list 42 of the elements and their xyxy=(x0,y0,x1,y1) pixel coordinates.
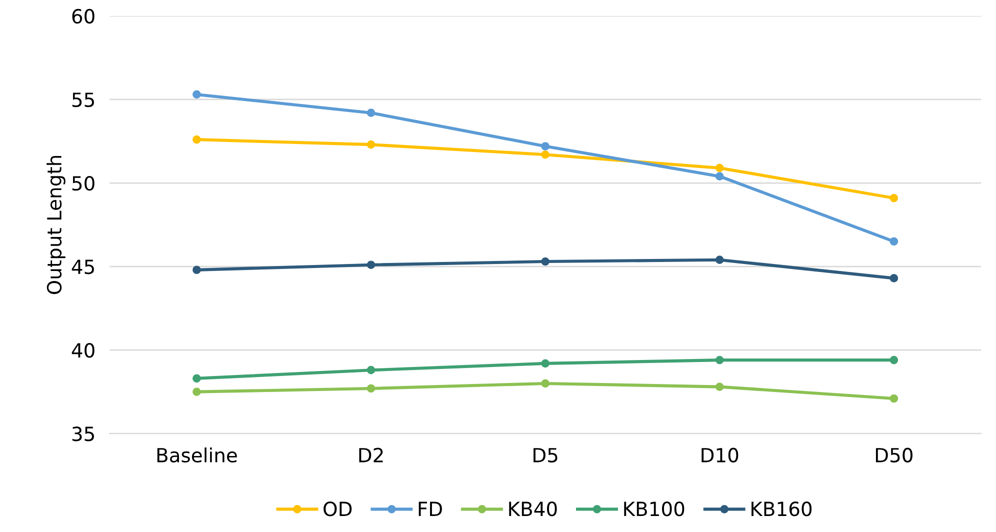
x-tick-label: D10 xyxy=(702,448,738,463)
point xyxy=(541,257,550,266)
point xyxy=(366,260,376,270)
point xyxy=(541,142,550,150)
y-tick-label: 45 xyxy=(72,260,94,274)
legend-label: OD xyxy=(324,502,352,516)
point xyxy=(715,172,724,180)
point xyxy=(192,374,201,383)
point xyxy=(192,135,201,144)
x-tick-label: Baseline xyxy=(157,447,237,463)
point xyxy=(890,237,898,246)
point xyxy=(192,266,201,274)
y-tick-label: 55 xyxy=(72,92,94,108)
point xyxy=(366,140,376,149)
point xyxy=(890,394,898,403)
point xyxy=(192,388,201,396)
legend-label: KB160 xyxy=(752,502,812,516)
y-tick-label: 60 xyxy=(72,8,94,24)
y-axis-title: Output Length xyxy=(46,156,66,294)
point xyxy=(890,356,898,364)
y-tick-label: 40 xyxy=(72,343,94,358)
legend-label: FD xyxy=(418,502,442,516)
point xyxy=(890,194,898,202)
y-tick-label: 50 xyxy=(72,176,94,191)
x-tick-label: D2 xyxy=(359,448,383,462)
point xyxy=(366,366,376,374)
point xyxy=(541,359,550,368)
point xyxy=(366,384,376,393)
point xyxy=(541,379,550,388)
x-tick-label: D50 xyxy=(876,448,912,463)
point xyxy=(366,108,376,118)
legend-label: KB100 xyxy=(624,502,684,516)
point xyxy=(715,256,724,264)
point xyxy=(890,274,898,282)
point xyxy=(715,356,724,364)
x-tick-label: D5 xyxy=(534,448,558,463)
point xyxy=(715,164,724,172)
point xyxy=(541,150,550,159)
legend-label: KB40 xyxy=(509,502,557,516)
y-tick-label: 35 xyxy=(72,426,94,442)
point xyxy=(192,90,201,99)
point xyxy=(715,382,724,391)
